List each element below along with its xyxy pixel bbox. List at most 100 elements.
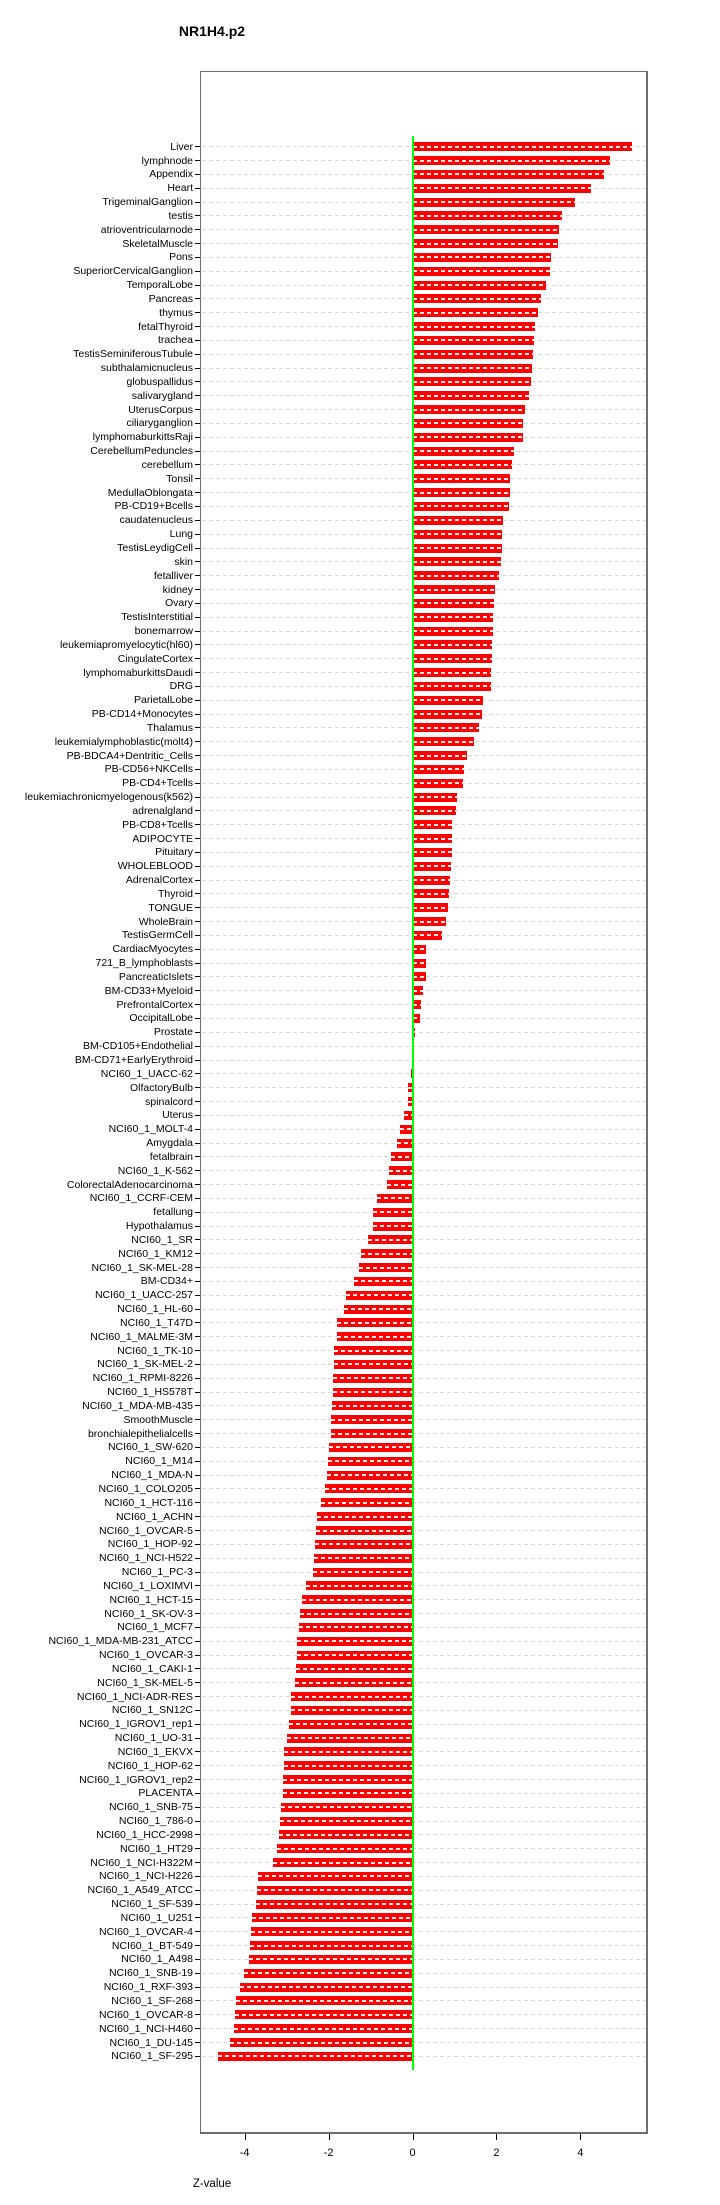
category-label: NCI60_1_HS578T xyxy=(107,1386,193,1399)
category-label: NCI60_1_HCT-116 xyxy=(104,1496,193,1509)
row-grid-line xyxy=(201,1765,647,1767)
bar-grid-dash xyxy=(412,325,536,328)
bar-grid-dash xyxy=(412,892,449,895)
y-tick xyxy=(194,879,201,881)
category-label: TestisSeminiferousTubule xyxy=(73,348,193,361)
y-tick xyxy=(194,824,201,826)
row-grid-line xyxy=(201,1128,647,1130)
bar-grid-dash xyxy=(353,1280,413,1283)
row-grid-line xyxy=(201,1446,647,1448)
y-tick xyxy=(194,1253,201,1255)
y-tick xyxy=(194,1834,201,1836)
bar-grid-dash xyxy=(250,1944,413,1947)
x-tick-label: 0 xyxy=(409,2147,416,2159)
category-label: PB-BDCA4+Dentritic_Cells xyxy=(66,749,193,762)
bar-grid-dash xyxy=(297,1640,413,1643)
bar-grid-dash xyxy=(235,1999,413,2002)
bar-grid-dash xyxy=(391,1155,413,1158)
category-label: NCI60_1_SF-539 xyxy=(111,1898,193,1911)
row-grid-line xyxy=(201,1751,647,1753)
y-tick xyxy=(194,1308,201,1310)
row-grid-line xyxy=(201,1031,647,1033)
y-tick xyxy=(194,1059,201,1061)
y-tick xyxy=(194,1045,201,1047)
category-label: PB-CD4+Tcells xyxy=(122,777,193,790)
y-tick xyxy=(194,1336,201,1338)
bar-grid-dash xyxy=(412,145,632,148)
bar-grid-dash xyxy=(412,754,468,757)
category-label: kidney xyxy=(162,583,193,596)
row-grid-line xyxy=(201,1322,647,1324)
row-grid-line xyxy=(201,1460,647,1462)
bar-grid-dash xyxy=(321,1501,413,1504)
bar-grid-dash xyxy=(368,1238,413,1241)
y-tick xyxy=(194,1903,201,1905)
bar-grid-dash xyxy=(295,1667,413,1670)
bar-grid-dash xyxy=(412,768,465,771)
bar-grid-dash xyxy=(412,657,492,660)
y-tick xyxy=(194,1654,201,1656)
category-label: BM-CD105+Endothelial xyxy=(82,1040,193,1053)
bar-grid-dash xyxy=(412,380,532,383)
y-tick xyxy=(194,934,201,936)
row-grid-line xyxy=(201,1405,647,1407)
y-tick xyxy=(194,284,201,286)
category-label: NCI60_1_HL-60 xyxy=(117,1303,193,1316)
y-tick xyxy=(194,436,201,438)
category-label: NCI60_1_ACHN xyxy=(115,1510,193,1523)
row-grid-line xyxy=(201,1543,647,1545)
bar-grid-dash xyxy=(412,187,591,190)
row-grid-line xyxy=(201,1142,647,1144)
row-grid-line xyxy=(201,1516,647,1518)
row-grid-line xyxy=(201,1225,647,1227)
y-tick xyxy=(194,1613,201,1615)
bar-grid-dash xyxy=(412,643,493,646)
category-label: NCI60_1_MOLT-4 xyxy=(108,1123,193,1136)
row-grid-line xyxy=(201,1986,647,1988)
row-grid-line xyxy=(201,1654,647,1656)
row-grid-line xyxy=(201,1294,647,1296)
category-label: Heart xyxy=(167,182,193,195)
row-grid-line xyxy=(201,1363,647,1365)
row-grid-line xyxy=(201,1267,647,1269)
row-grid-line xyxy=(201,990,647,992)
bar-grid-dash xyxy=(244,1972,413,1975)
x-tick xyxy=(328,2134,330,2140)
bar-grid-dash xyxy=(291,1695,413,1698)
category-label: NCI60_1_NCI-ADR-RES xyxy=(76,1690,193,1703)
y-tick xyxy=(194,395,201,397)
y-tick xyxy=(194,602,201,604)
category-label: NCI60_1_UO-31 xyxy=(114,1732,193,1745)
category-label: CardiacMyocytes xyxy=(112,943,193,956)
bar-grid-dash xyxy=(333,1377,413,1380)
category-label: NCI60_1_DU-145 xyxy=(109,2036,193,2049)
y-tick xyxy=(194,229,201,231)
bar-grid-dash xyxy=(412,1017,421,1020)
y-tick xyxy=(194,533,201,535)
y-tick xyxy=(194,658,201,660)
category-label: AdrenalCortex xyxy=(125,874,193,887)
y-tick xyxy=(194,575,201,577)
bar-grid-dash xyxy=(330,1432,413,1435)
category-label: NCI60_1_COLO205 xyxy=(98,1482,193,1495)
category-label: Prostate xyxy=(153,1026,193,1039)
category-label: Hypothalamus xyxy=(125,1220,193,1233)
category-label: NCI60_1_SF-268 xyxy=(111,1994,193,2007)
y-tick xyxy=(194,478,201,480)
bar-grid-dash xyxy=(412,422,524,425)
y-tick xyxy=(194,1530,201,1531)
bar-grid-dash xyxy=(412,436,523,439)
category-label: NCI60_1_BT-549 xyxy=(111,1939,193,1952)
category-label: NCI60_1_HT29 xyxy=(120,1842,193,1855)
row-grid-line xyxy=(201,1682,647,1684)
category-label: spinalcord xyxy=(145,1095,193,1108)
row-grid-line xyxy=(201,1350,647,1352)
y-tick xyxy=(194,1668,201,1670)
bar-grid-dash xyxy=(412,256,552,259)
y-tick xyxy=(194,976,201,978)
bar-grid-dash xyxy=(412,879,450,882)
category-label: PB-CD8+Tcells xyxy=(122,818,193,831)
bar-grid-dash xyxy=(256,1889,413,1892)
y-tick xyxy=(194,1377,201,1379)
row-grid-line xyxy=(201,1059,647,1061)
